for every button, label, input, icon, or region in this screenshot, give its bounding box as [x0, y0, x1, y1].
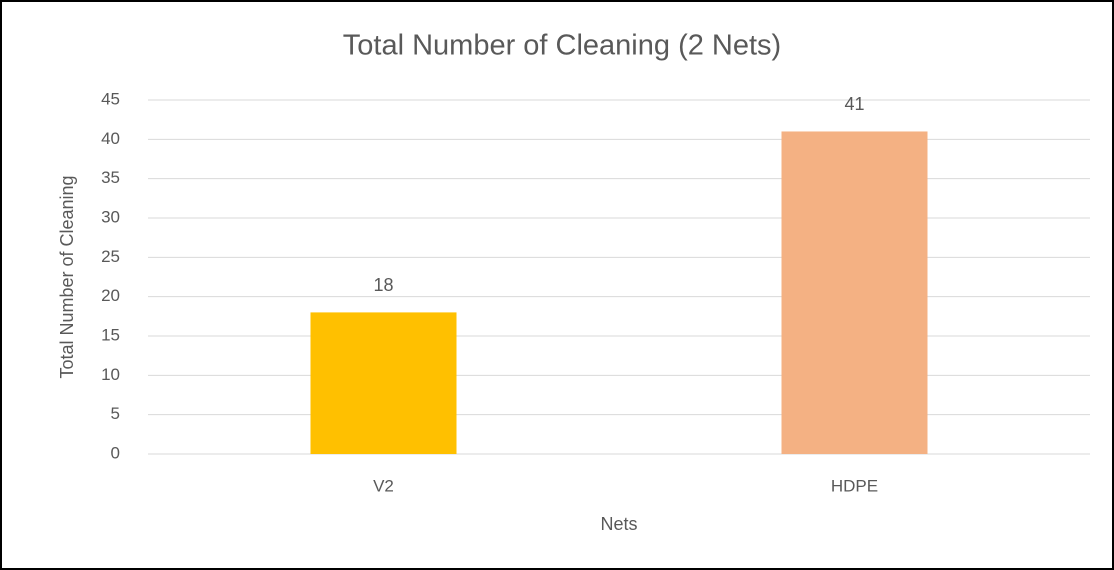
x-tick-label: HDPE [831, 476, 878, 495]
bar [310, 312, 457, 454]
y-tick-label: 5 [111, 404, 120, 423]
y-tick-label: 40 [101, 129, 120, 148]
data-label: 41 [844, 94, 864, 114]
y-tick-label: 10 [101, 365, 120, 384]
y-tick-label: 15 [101, 325, 120, 344]
y-tick-label: 20 [101, 286, 120, 305]
chart-title: Total Number of Cleaning (2 Nets) [343, 30, 781, 62]
y-axis-label: Total Number of Cleaning [57, 175, 77, 378]
x-tick-label: V2 [373, 476, 394, 495]
y-tick-label: 25 [101, 247, 120, 266]
x-axis-label: Nets [600, 514, 637, 534]
y-tick-label: 35 [101, 168, 120, 187]
data-label: 18 [373, 275, 393, 295]
y-tick-label: 30 [101, 207, 120, 226]
y-tick-label: 45 [101, 89, 120, 108]
y-tick-label: 0 [111, 443, 120, 462]
bar [781, 131, 928, 454]
